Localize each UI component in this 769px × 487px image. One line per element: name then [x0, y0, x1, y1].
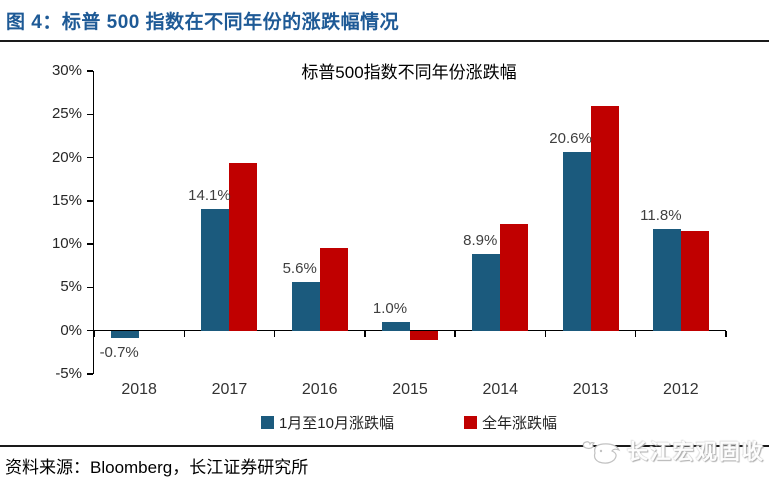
x-axis-label-2014: 2014 [482, 381, 519, 398]
data-label-2012: 11.8% [640, 206, 682, 224]
y-axis-tick [86, 156, 93, 159]
bar-2016-full-year [319, 248, 348, 331]
bar-2017-full-year [229, 162, 258, 331]
x-axis-label-2016: 2016 [301, 381, 338, 398]
x-axis-tick [634, 330, 637, 337]
plot-area: 30% 25% 20% 15% 10% 5% 0% -5% -0.7% 2018 14.1% 2017… [52, 62, 727, 398]
dolphin-logo-icon [582, 441, 621, 464]
y-axis-label: 20% [51, 148, 82, 166]
legend-swatch-blue-icon [260, 416, 274, 429]
source-note: 资料来源：Bloomberg，长江证券研究所 [5, 458, 309, 477]
legend-swatch-red-icon [464, 416, 477, 429]
y-axis-tick [86, 113, 93, 116]
x-axis-tick [93, 330, 95, 337]
x-axis-tick [364, 330, 366, 337]
y-axis-label: 10% [51, 235, 82, 253]
x-axis-line [94, 329, 726, 332]
y-axis-label: 30% [51, 62, 82, 79]
y-axis-label: -5% [55, 365, 82, 382]
data-label-2016: 5.6% [282, 260, 317, 278]
bar-2012-jan-oct [652, 228, 681, 331]
bar-2013-full-year [590, 105, 619, 331]
figure-title: 图 4：标普 500 指数在不同年份的涨跌幅情况 [6, 12, 400, 33]
y-axis-label: 5% [60, 278, 82, 296]
chart-legend: 1月至10月涨跌幅 全年涨跌幅 [93, 412, 725, 433]
bar-2018-jan-oct [111, 331, 140, 338]
header-divider [0, 40, 769, 42]
y-axis-tick [86, 286, 93, 289]
data-label-2018: -0.7% [99, 343, 139, 361]
bar-2015-full-year [410, 331, 438, 341]
bar-2017-jan-oct [201, 208, 230, 331]
y-axis-tick [86, 243, 93, 245]
bar-2013-jan-oct [562, 152, 591, 331]
x-axis-tick [725, 330, 727, 337]
bar-2014-full-year [500, 224, 529, 331]
x-axis-label-2017: 2017 [211, 381, 248, 398]
data-label-2014: 8.9% [463, 231, 498, 249]
x-axis-tick [454, 330, 456, 337]
data-label-2013: 20.6% [549, 130, 592, 148]
data-label-2015: 1.0% [372, 300, 408, 318]
y-axis-tick [86, 329, 93, 332]
x-axis-tick [273, 330, 276, 337]
data-label-2017: 14.1% [188, 186, 231, 204]
x-axis-label-2018: 2018 [121, 381, 157, 398]
x-axis-tick [183, 330, 186, 337]
bar-2012-full-year [680, 231, 709, 331]
footer-divider [0, 445, 769, 447]
legend-item-jan-oct: 1月至10月涨跌幅 [260, 412, 394, 433]
watermark: 长江宏观固收 [581, 436, 765, 466]
y-axis-tick [86, 373, 93, 375]
legend-label-jan-oct: 1月至10月涨跌幅 [278, 415, 394, 432]
legend-item-full-year: 全年涨跌幅 [464, 412, 557, 433]
legend-label-full-year: 全年涨跌幅 [482, 415, 558, 432]
bar-2015-jan-oct [382, 322, 410, 331]
bar-2014-jan-oct [472, 253, 501, 331]
y-axis-tick [86, 70, 93, 72]
y-axis-tick [86, 200, 93, 202]
x-axis-label-2012: 2012 [663, 381, 699, 398]
watermark-text: 长江宏观固收 [627, 441, 765, 464]
bar-2016-jan-oct [291, 282, 320, 331]
y-axis-label: 0% [60, 321, 82, 339]
x-axis-label-2015: 2015 [392, 381, 428, 398]
x-axis-tick [544, 330, 547, 337]
x-axis-label-2013: 2013 [572, 381, 609, 398]
y-axis-label: 15% [51, 191, 82, 209]
y-axis-label: 25% [51, 105, 82, 123]
chart-title: 标普500指数不同年份涨跌幅 [301, 63, 517, 82]
